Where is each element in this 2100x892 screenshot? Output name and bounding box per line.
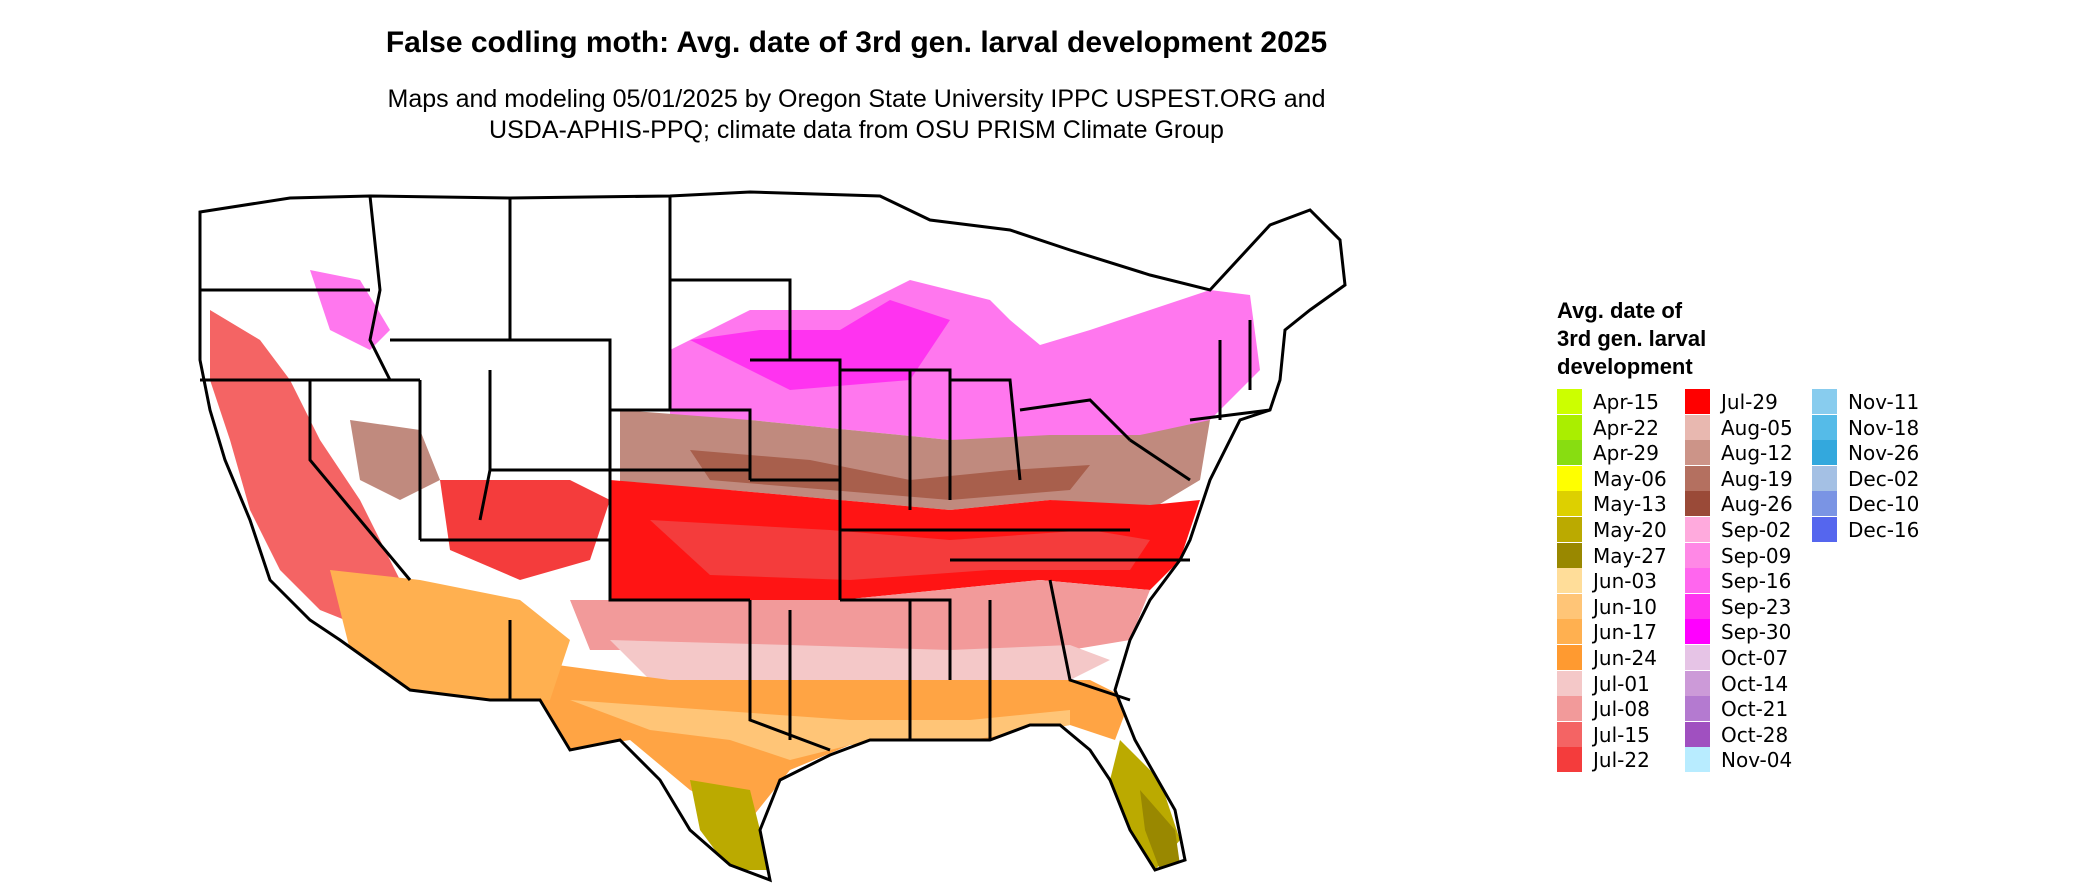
legend-label: Apr-22 [1593, 415, 1659, 440]
legend-swatch [1557, 696, 1582, 722]
development-date-bands [200, 192, 1345, 880]
legend-label: Sep-02 [1721, 517, 1792, 542]
legend-label: Sep-09 [1721, 543, 1792, 568]
legend-label: Aug-12 [1721, 441, 1793, 466]
legend-swatch [1812, 491, 1837, 517]
legend-swatch [1685, 414, 1710, 440]
legend-label: Oct-28 [1721, 722, 1789, 747]
legend-swatch [1557, 440, 1582, 466]
legend-swatch [1812, 414, 1837, 440]
legend-label: Sep-23 [1721, 594, 1792, 619]
legend-label: Jul-08 [1593, 697, 1650, 722]
legend-swatch [1557, 389, 1582, 414]
legend-label: Nov-18 [1848, 415, 1920, 440]
legend-swatch [1812, 516, 1837, 542]
legend-label: Jul-01 [1593, 671, 1650, 696]
legend-swatch [1685, 491, 1710, 517]
legend-label: May-27 [1593, 543, 1667, 568]
legend-label: May-06 [1593, 466, 1667, 491]
legend-swatch [1685, 619, 1710, 645]
legend-label: Dec-10 [1848, 492, 1920, 517]
legend-swatch [1557, 747, 1582, 773]
legend-label: Oct-07 [1721, 645, 1789, 670]
legend-swatch [1812, 465, 1837, 491]
legend-swatch [1685, 389, 1710, 414]
legend-label: Aug-05 [1721, 415, 1793, 440]
legend-label: Jul-29 [1721, 390, 1778, 414]
legend-label: Jul-15 [1593, 722, 1650, 747]
legend-label: Jun-10 [1593, 594, 1657, 619]
legend-swatch [1685, 644, 1710, 670]
state-boundaries [198, 190, 1347, 883]
legend-swatch [1812, 440, 1837, 466]
legend-swatch [1685, 440, 1710, 466]
legend-swatch [1557, 619, 1582, 645]
legend-swatch [1685, 696, 1710, 722]
legend-swatch [1685, 593, 1710, 619]
legend-swatch [1685, 465, 1710, 491]
legend-label: Nov-26 [1848, 441, 1920, 466]
legend-swatch [1685, 568, 1710, 594]
legend-swatch [1557, 670, 1582, 696]
legend-label: Aug-19 [1721, 466, 1793, 491]
legend-label: Jun-24 [1593, 645, 1657, 670]
legend-title-line: development [1557, 354, 1693, 379]
legend-swatch [1685, 516, 1710, 542]
legend-label: Nov-04 [1721, 748, 1793, 773]
legend-swatch [1685, 542, 1710, 568]
us-development-map [198, 190, 1347, 883]
legend-title-line: 3rd gen. larval [1557, 326, 1707, 351]
subtitle-line-2: USDA-APHIS-PPQ; climate data from OSU PR… [489, 116, 1224, 144]
legend-swatch [1685, 670, 1710, 696]
map-subtitle: Maps and modeling 05/01/2025 by Oregon S… [0, 84, 1713, 146]
legend-label: Dec-16 [1848, 517, 1920, 542]
legend-label: Nov-11 [1848, 390, 1920, 414]
legend-swatch [1557, 644, 1582, 670]
legend-swatch [1557, 568, 1582, 594]
legend-swatch [1685, 721, 1710, 747]
legend-label: Oct-14 [1721, 671, 1789, 696]
legend-label: May-13 [1593, 492, 1667, 517]
legend-label: Dec-02 [1848, 466, 1920, 491]
legend-swatch [1557, 465, 1582, 491]
legend-swatch [1557, 491, 1582, 517]
legend-label: Sep-30 [1721, 620, 1792, 645]
legend-label: Jul-22 [1593, 748, 1650, 773]
legend-label: Aug-26 [1721, 492, 1793, 517]
legend-label: Oct-21 [1721, 697, 1789, 722]
legend-swatch [1812, 389, 1837, 414]
legend-swatch [1685, 747, 1710, 773]
legend-swatch [1557, 721, 1582, 747]
legend-label: Jun-03 [1593, 569, 1657, 594]
legend-label: Sep-16 [1721, 569, 1792, 594]
legend-label: May-20 [1593, 517, 1667, 542]
legend-swatch [1557, 542, 1582, 568]
legend-label: Jun-17 [1593, 620, 1657, 645]
map-title: False codling moth: Avg. date of 3rd gen… [385, 26, 1328, 59]
legend-swatch [1557, 414, 1582, 440]
legend-title-line: Avg. date of [1557, 298, 1683, 323]
legend-label: Apr-29 [1593, 441, 1659, 466]
legend-swatch [1557, 593, 1582, 619]
legend-label: Apr-15 [1593, 390, 1659, 414]
legend-title: Avg. date of 3rd gen. larval development [1557, 297, 1706, 381]
legend-swatch [1557, 516, 1582, 542]
subtitle-line-1: Maps and modeling 05/01/2025 by Oregon S… [387, 85, 1326, 113]
